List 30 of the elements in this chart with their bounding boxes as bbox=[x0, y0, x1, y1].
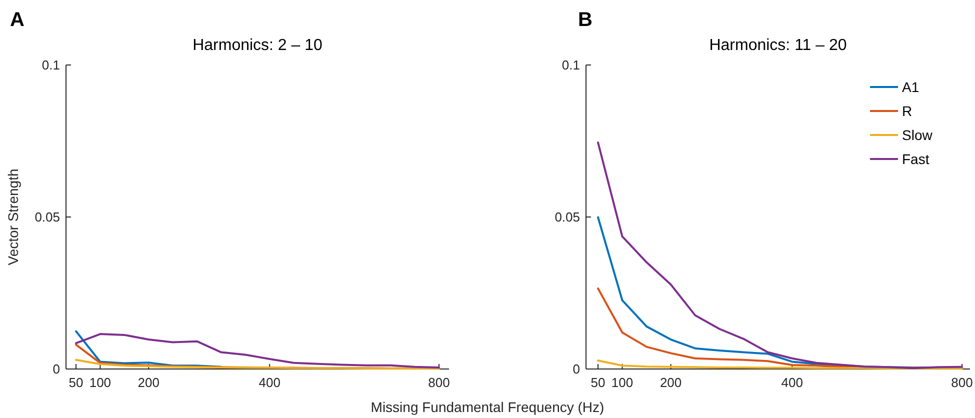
x-tick-label: 100 bbox=[89, 375, 112, 390]
x-tick-label: 100 bbox=[611, 375, 634, 390]
chart-title: Harmonics: 11 – 20 bbox=[709, 37, 847, 54]
y-tick-label: 0.05 bbox=[554, 210, 580, 225]
x-axis-title: Missing Fundamental Frequency (Hz) bbox=[370, 399, 604, 415]
chart-title: Harmonics: 2 – 10 bbox=[192, 37, 323, 54]
x-tick-label: 200 bbox=[138, 375, 160, 390]
y-tick-label: 0.1 bbox=[42, 58, 60, 73]
x-tick-label: 200 bbox=[660, 375, 682, 390]
line-series bbox=[75, 333, 440, 368]
x-tick-label: 800 bbox=[951, 375, 973, 390]
x-tick-label: 400 bbox=[258, 375, 280, 390]
line-series bbox=[597, 142, 963, 370]
y-tick-label: 0.1 bbox=[562, 58, 580, 73]
y-axis-title: Vector Strength bbox=[5, 168, 21, 266]
x-tick-label: 800 bbox=[428, 375, 450, 390]
line-series bbox=[597, 359, 963, 370]
x-tick-label: 50 bbox=[590, 375, 606, 390]
legend-label: Fast bbox=[902, 150, 930, 167]
x-tick-label: 50 bbox=[68, 375, 84, 390]
line-series bbox=[75, 358, 440, 370]
y-tick-label: 0 bbox=[52, 362, 60, 377]
legend-label: R bbox=[902, 102, 912, 119]
y-tick-label: 0.05 bbox=[34, 210, 60, 225]
text: A bbox=[10, 9, 24, 31]
text: B bbox=[578, 9, 592, 31]
legend-label: A1 bbox=[902, 78, 920, 95]
y-tick-label: 0 bbox=[572, 362, 580, 377]
x-tick-label: 400 bbox=[781, 375, 803, 390]
legend-label: Slow bbox=[902, 126, 934, 143]
